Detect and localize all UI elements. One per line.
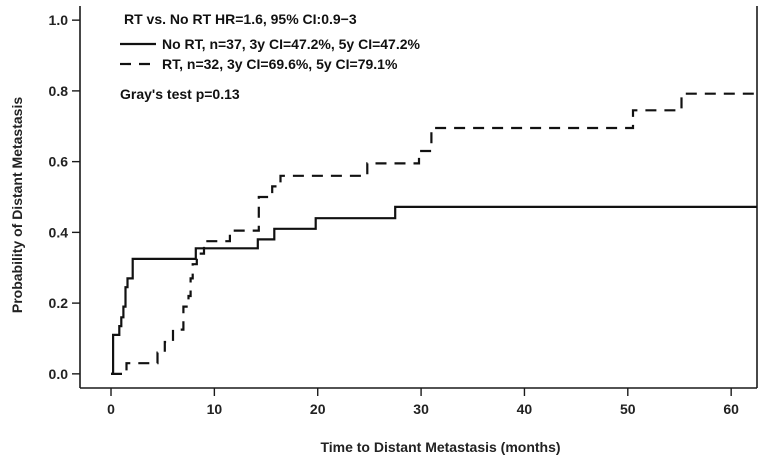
x-tick-label-40: 40: [517, 401, 533, 417]
legend: RT vs. No RT HR=1.6, 95% CI:0.9−3 No RT,…: [120, 11, 421, 102]
x-axis-label: Time to Distant Metastasis (months): [320, 439, 560, 455]
curves-layer: [111, 92, 757, 375]
y-tick-label-1: 1.0: [49, 12, 69, 28]
x-tick-label-20: 20: [310, 401, 326, 417]
x-tick-label-30: 30: [413, 401, 429, 417]
x-tick-label-60: 60: [723, 401, 739, 417]
y-tick-label-0: 0.0: [49, 366, 69, 382]
x-tick-label-0: 0: [107, 401, 115, 417]
y-tick-label-0.2: 0.2: [49, 295, 69, 311]
y-tick-label-0.4: 0.4: [49, 224, 69, 240]
curve-no-rt: [111, 205, 757, 375]
grays-test-annotation: Gray's test p=0.13: [120, 86, 240, 102]
curve-rt: [111, 92, 757, 375]
x-tick-label-10: 10: [207, 401, 223, 417]
y-tick-label-0.6: 0.6: [49, 154, 69, 170]
y-axis-label: Probability of Distant Metastasis: [9, 97, 25, 313]
axes-layer: 0 10 20 30 40 50 60 0.0 0.2 0.4 0.6 0.8 1.0 Time to D…: [9, 6, 758, 455]
hr-annotation: RT vs. No RT HR=1.6, 95% CI:0.9−3: [124, 11, 357, 27]
legend-rt-label: RT, n=32, 3y CI=69.6%, 5y CI=79.1%: [162, 56, 398, 72]
x-tick-label-50: 50: [620, 401, 636, 417]
legend-no-rt-label: No RT, n=37, 3y CI=47.2%, 5y CI=47.2%: [162, 36, 421, 52]
y-tick-label-0.8: 0.8: [49, 83, 69, 99]
